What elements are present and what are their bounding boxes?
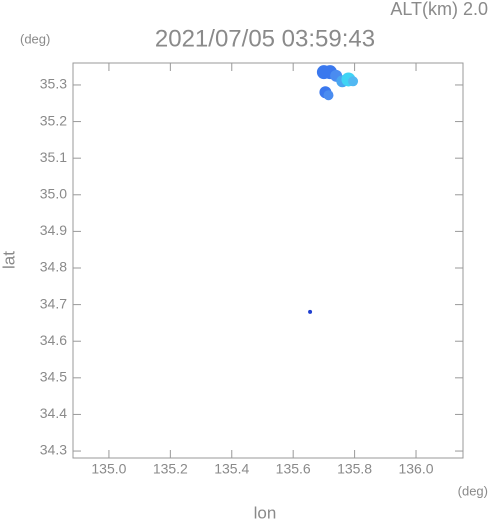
x-tick-label: 136.0 [398,461,433,477]
chart-title: 2021/07/05 03:59:43 [155,25,375,52]
y-tick-label: 34.8 [40,259,67,275]
altitude-label: ALT(km) 2.0 [390,0,488,19]
y-tick-label: 34.3 [40,442,67,458]
echo-point [308,309,313,314]
y-unit: (deg) [20,31,50,46]
y-tick-label: 35.1 [40,149,67,165]
x-unit: (deg) [458,483,488,498]
x-tick-label: 135.6 [276,461,311,477]
y-tick-label: 35.2 [40,112,67,128]
x-tick-label: 135.0 [91,461,126,477]
echo-point [323,90,334,101]
y-tick-label: 34.7 [40,295,67,311]
x-tick-label: 135.4 [214,461,249,477]
plot-frame [72,62,464,459]
y-tick-label: 35.0 [40,185,67,201]
x-axis-label: lon [254,503,277,521]
y-tick-label: 34.9 [40,222,67,238]
echo-point [348,76,359,87]
x-tick-label: 135.8 [337,461,372,477]
y-tick-label: 35.3 [40,76,67,92]
y-tick-label: 34.5 [40,369,67,385]
y-tick-label: 34.6 [40,332,67,348]
x-tick-label: 135.2 [153,461,188,477]
y-tick-label: 34.4 [40,405,67,421]
y-axis-label: lat [0,251,18,269]
